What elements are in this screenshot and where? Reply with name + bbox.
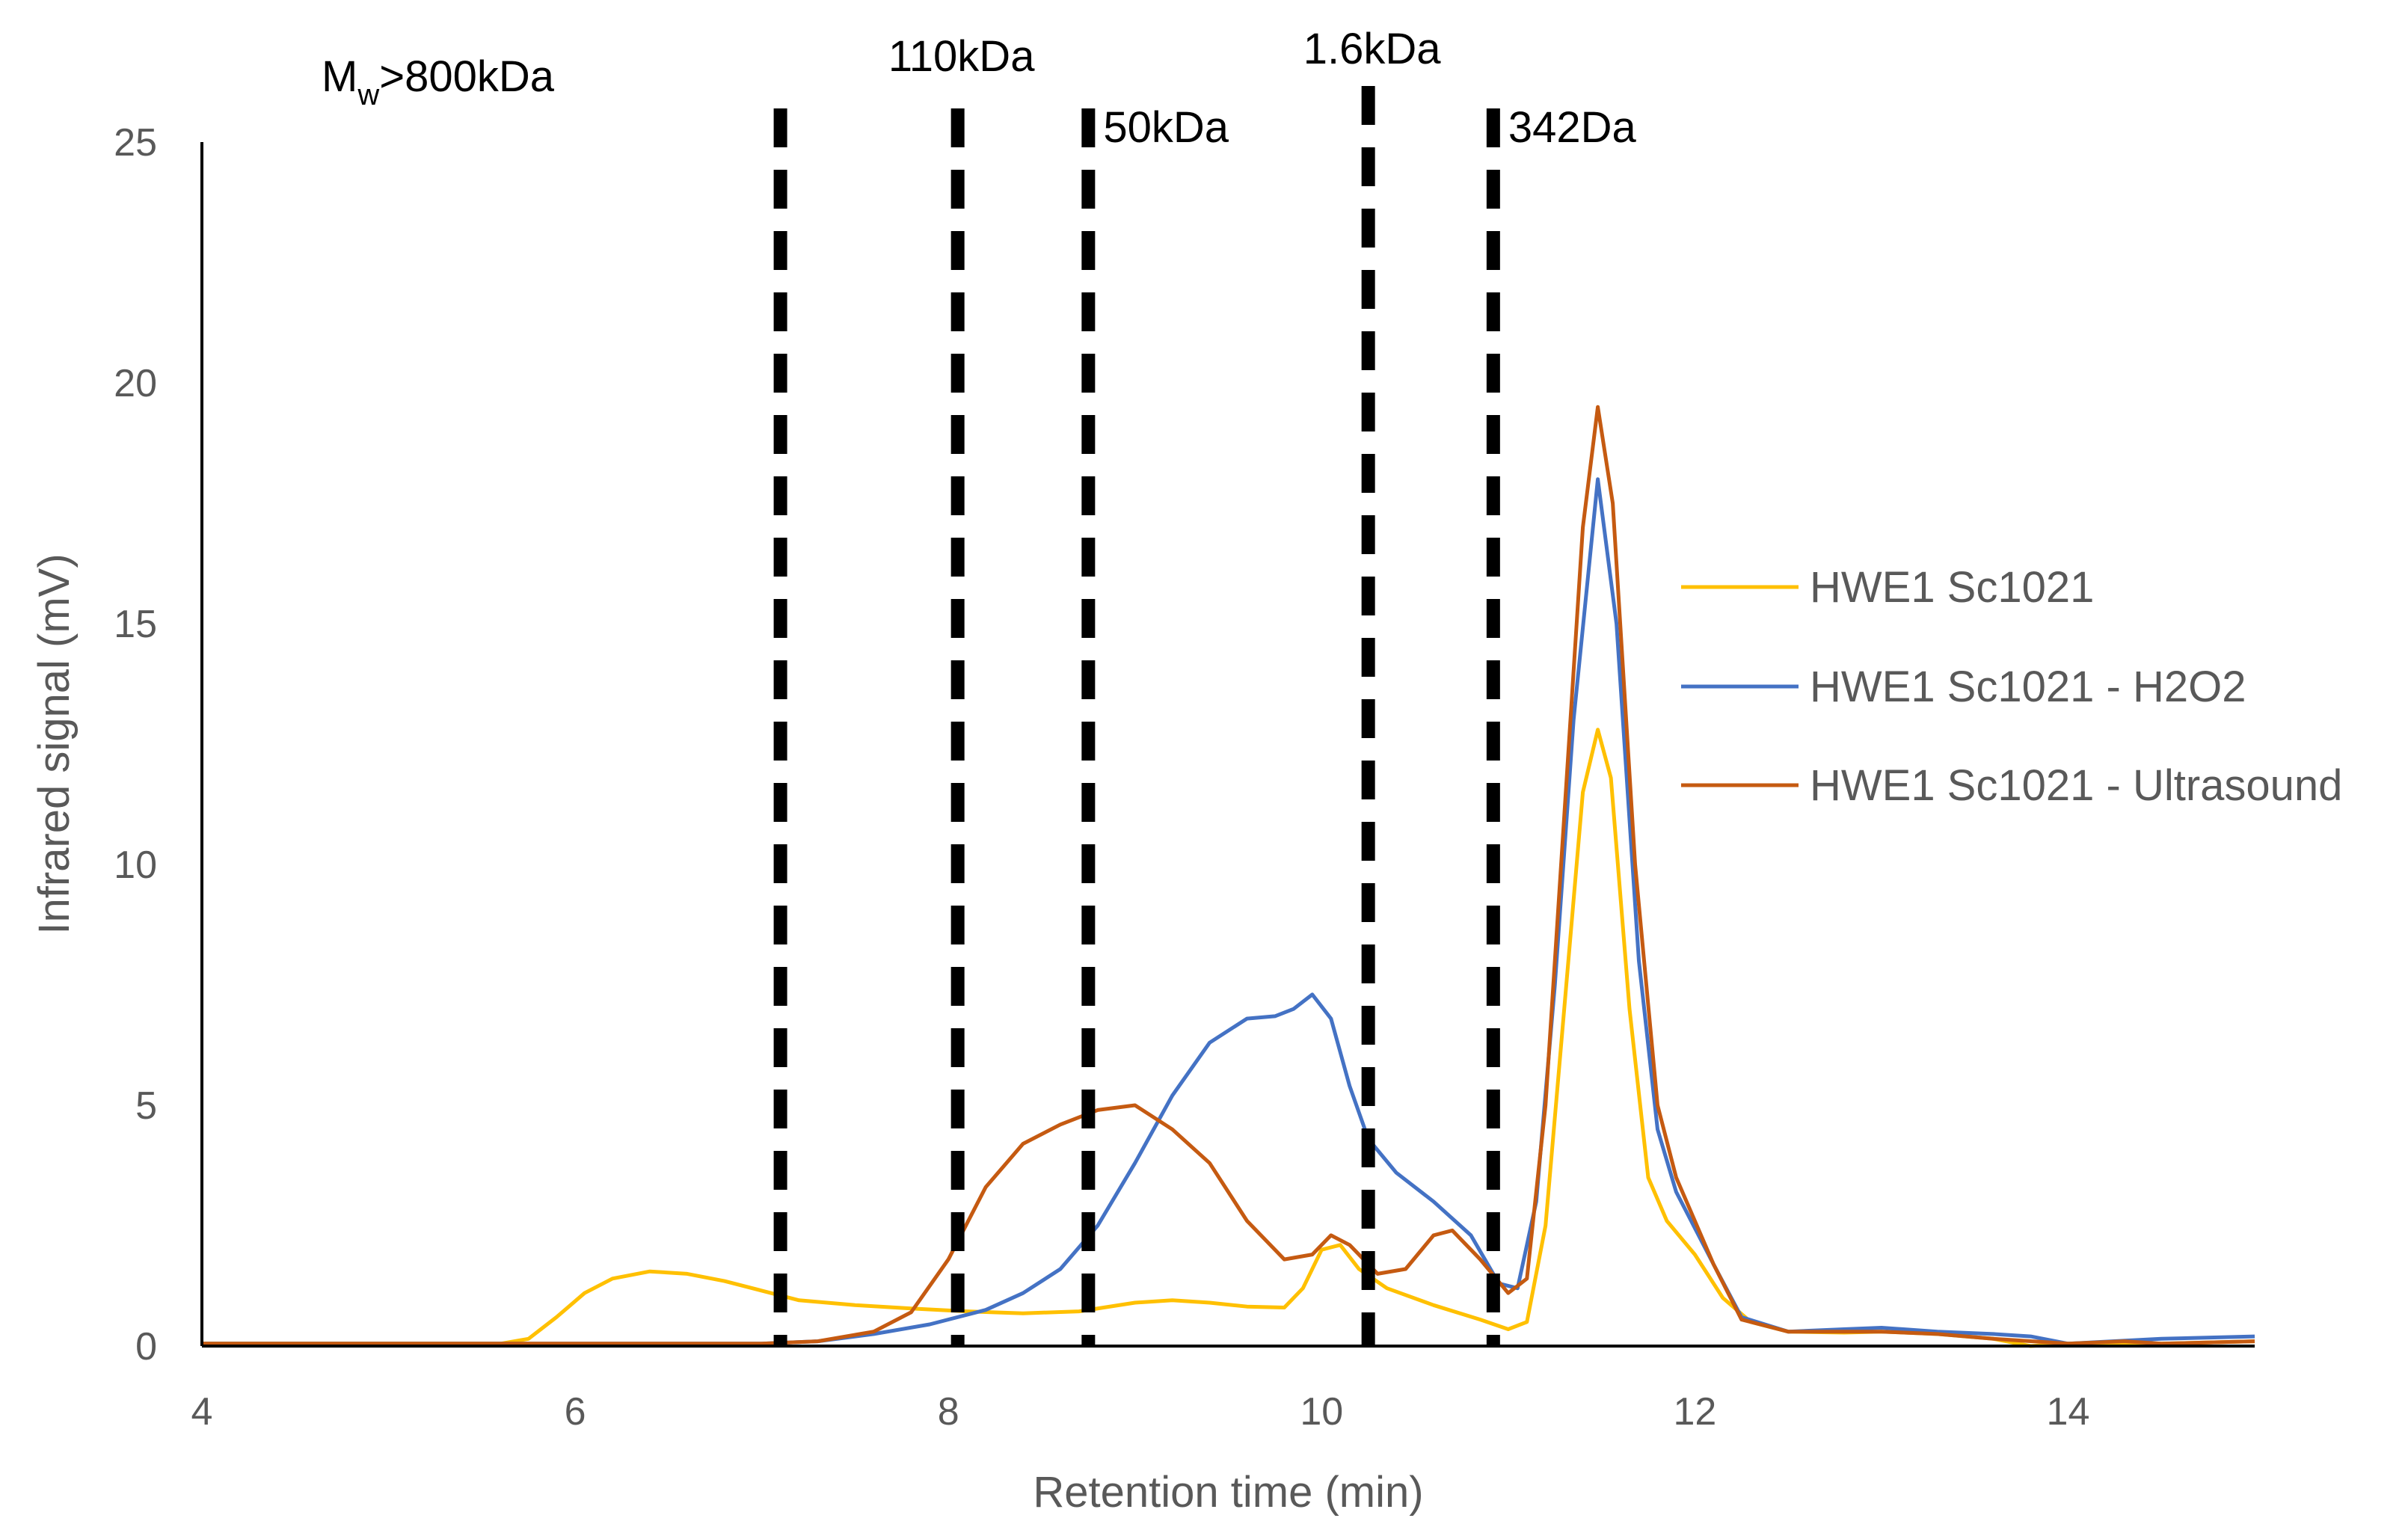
legend-label: HWE1 Sc1021 — [1810, 563, 2094, 612]
series-line-1 — [202, 728, 2255, 1348]
mw-label-subscript: w — [357, 79, 379, 111]
mw-label-rest: >800kDa — [379, 52, 555, 101]
marker-label: 342Da — [1508, 103, 1637, 152]
legend: HWE1 Sc1021 HWE1 Sc1021 - H2O2 HWE1 Sc1021… — [1681, 563, 2342, 810]
x-tick-label: 12 — [1673, 1390, 1716, 1434]
series-line-3 — [202, 405, 2255, 1346]
x-tick-label: 4 — [191, 1390, 213, 1434]
x-tick-label: 6 — [565, 1390, 586, 1434]
marker-label: 50kDa — [1103, 103, 1229, 152]
x-axis-title: Retention time (min) — [1033, 1468, 1423, 1517]
x-tick-label: 10 — [1300, 1390, 1343, 1434]
y-tick-label: 0 — [135, 1325, 157, 1368]
mw-label-main: M — [322, 52, 357, 101]
legend-label: HWE1 Sc1021 - Ultrasound — [1810, 761, 2342, 810]
x-tick-label: 8 — [938, 1390, 959, 1434]
y-tick-label: 25 — [114, 121, 157, 165]
x-tick-label: 14 — [2047, 1390, 2090, 1434]
marker-lines-layer: 110kDa 50kDa 1.6kDa 342Da — [773, 25, 1637, 1346]
series-line-2 — [202, 477, 2255, 1346]
marker-label: 110kDa — [888, 32, 1035, 81]
marker-label: 1.6kDa — [1303, 25, 1442, 73]
legend-label: HWE1 Sc1021 - H2O2 — [1810, 663, 2246, 711]
y-tick-label: 5 — [135, 1084, 157, 1128]
y-tick-label: 20 — [114, 362, 157, 405]
tick-labels: 4 6 8 10 12 14 0 5 10 15 20 25 — [114, 121, 2089, 1434]
series-layer — [202, 405, 2255, 1348]
y-tick-label: 15 — [114, 603, 157, 646]
axes — [200, 142, 2255, 1348]
mw-marker-label: Mw>800kDa — [322, 52, 555, 111]
y-tick-label: 10 — [114, 844, 157, 887]
y-axis-title: Infrared signal (mV) — [30, 553, 79, 934]
